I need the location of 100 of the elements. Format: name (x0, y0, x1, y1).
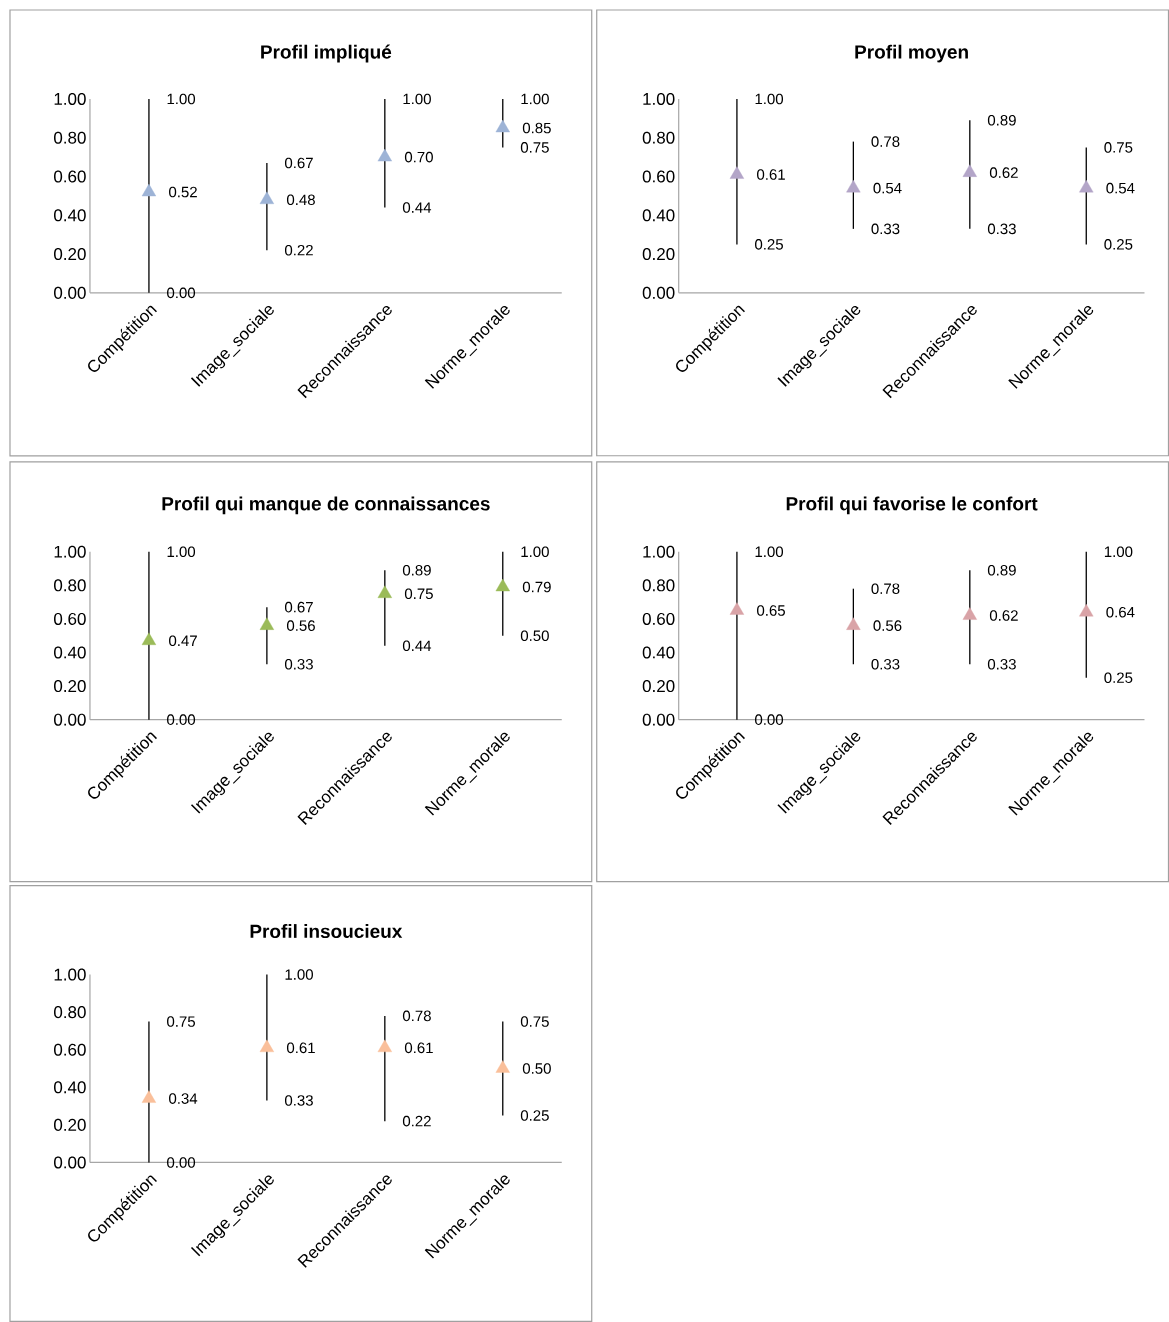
annotation: 0.78 (402, 1010, 431, 1022)
y-tick-label: 0.40 (642, 646, 675, 659)
y-tick-label: 0.20 (53, 680, 86, 693)
data-label: 0.64 (1106, 606, 1135, 618)
point (141, 632, 157, 645)
annotation: 0.44 (402, 202, 432, 213)
annotation: 1.00 (285, 969, 313, 980)
y-tick-label: 0.80 (642, 579, 675, 592)
annotation: 1.00 (755, 93, 783, 105)
annotation: 0.89 (402, 564, 431, 576)
annotation: 1.00 (167, 93, 196, 105)
y-tick-label: 0.40 (53, 209, 86, 222)
y-tick-label: 0.40 (642, 209, 675, 222)
annotation: 0.25 (1104, 672, 1133, 683)
point (846, 179, 861, 193)
annotation: 0.33 (871, 658, 900, 670)
data-label: 0.52 (169, 186, 197, 198)
annotation: 0.89 (987, 564, 1016, 576)
annotation: 0.33 (284, 658, 313, 670)
y-tick-label: 0.20 (53, 248, 86, 261)
chart-title: Profil qui manque de connaissances (162, 496, 490, 515)
point (141, 183, 157, 197)
y-tick-label: 0.80 (53, 131, 86, 144)
y-tick-label: 0.00 (642, 286, 675, 299)
annotation: 1.00 (167, 546, 196, 558)
annotation: 0.25 (520, 1110, 549, 1121)
point (141, 1090, 157, 1103)
chart-title: Profil impliqué (261, 44, 392, 63)
point (1079, 179, 1094, 193)
y-tick-label: 0.00 (642, 713, 675, 726)
y-tick-label: 0.60 (642, 170, 675, 183)
point (259, 617, 274, 630)
annotation: 0.75 (167, 1016, 195, 1027)
data-label: 0.61 (286, 1042, 315, 1054)
point (377, 585, 392, 598)
data-label: 0.54 (1106, 182, 1135, 194)
annotation: 0.00 (167, 1157, 196, 1168)
annotation: 0.75 (520, 142, 549, 153)
annotation: 1.00 (403, 93, 431, 105)
point (377, 148, 392, 162)
y-tick-label: 0.00 (53, 1156, 86, 1169)
annotation: 0.00 (167, 714, 196, 725)
data-label: 0.85 (522, 122, 551, 134)
annotation: 0.25 (754, 239, 783, 250)
annotation: 1.00 (1104, 546, 1133, 558)
y-tick-label: 1.00 (643, 545, 675, 558)
point (495, 1060, 510, 1073)
y-tick-label: 0.80 (53, 579, 86, 592)
point (495, 578, 510, 592)
data-label: 0.62 (989, 167, 1018, 178)
annotation: 0.50 (520, 630, 549, 642)
annotation: 0.78 (871, 136, 900, 147)
annotation: 0.89 (987, 114, 1016, 126)
annotation: 1.00 (521, 93, 549, 105)
y-tick-label: 0.40 (53, 1081, 86, 1094)
annotation: 0.00 (754, 714, 783, 725)
y-tick-label: 1.00 (54, 545, 86, 558)
chart-title: Profil insoucieux (250, 924, 403, 939)
chart-title: Profil qui favorise le confort (786, 496, 1038, 515)
y-tick-label: 1.00 (643, 92, 675, 105)
data-label: 0.34 (169, 1093, 198, 1104)
y-tick-label: 0.60 (642, 612, 675, 625)
point (729, 166, 745, 179)
point (377, 1039, 392, 1053)
data-label: 0.56 (873, 620, 902, 631)
annotation: 0.67 (284, 157, 313, 169)
annotation: 0.75 (1104, 142, 1133, 153)
y-tick-label: 0.20 (642, 248, 675, 261)
y-tick-label: 1.00 (54, 92, 86, 105)
annotation: 0.33 (987, 658, 1016, 670)
annotation: 0.78 (871, 583, 900, 594)
point (259, 191, 274, 204)
annotation: 0.22 (284, 244, 313, 256)
y-tick-label: 0.00 (53, 713, 86, 726)
y-tick-label: 0.40 (53, 646, 86, 659)
point (962, 164, 977, 177)
data-label: 0.61 (756, 169, 785, 180)
data-label: 0.79 (522, 581, 551, 593)
data-label: 0.48 (286, 194, 315, 206)
point (1079, 604, 1094, 617)
y-tick-label: 0.20 (642, 680, 675, 693)
annotation: 1.00 (755, 546, 783, 558)
data-label: 0.65 (756, 605, 785, 616)
annotation: 0.44 (402, 640, 432, 652)
annotation: 0.22 (402, 1115, 431, 1127)
annotation: 0.25 (1104, 239, 1133, 250)
annotation: 0.75 (520, 1016, 549, 1027)
data-label: 0.62 (989, 610, 1018, 621)
annotation: 0.67 (284, 601, 313, 613)
data-label: 0.50 (522, 1063, 551, 1074)
y-tick-label: 1.00 (54, 968, 86, 981)
annotation: 0.33 (871, 223, 900, 235)
data-label: 0.75 (404, 588, 433, 600)
annotation: 1.00 (521, 546, 549, 558)
y-tick-label: 0.20 (53, 1118, 86, 1131)
point (729, 602, 745, 615)
y-tick-label: 0.60 (53, 170, 86, 183)
point (259, 1039, 274, 1053)
annotation: 0.33 (284, 1095, 313, 1106)
y-tick-label: 0.00 (53, 286, 86, 299)
